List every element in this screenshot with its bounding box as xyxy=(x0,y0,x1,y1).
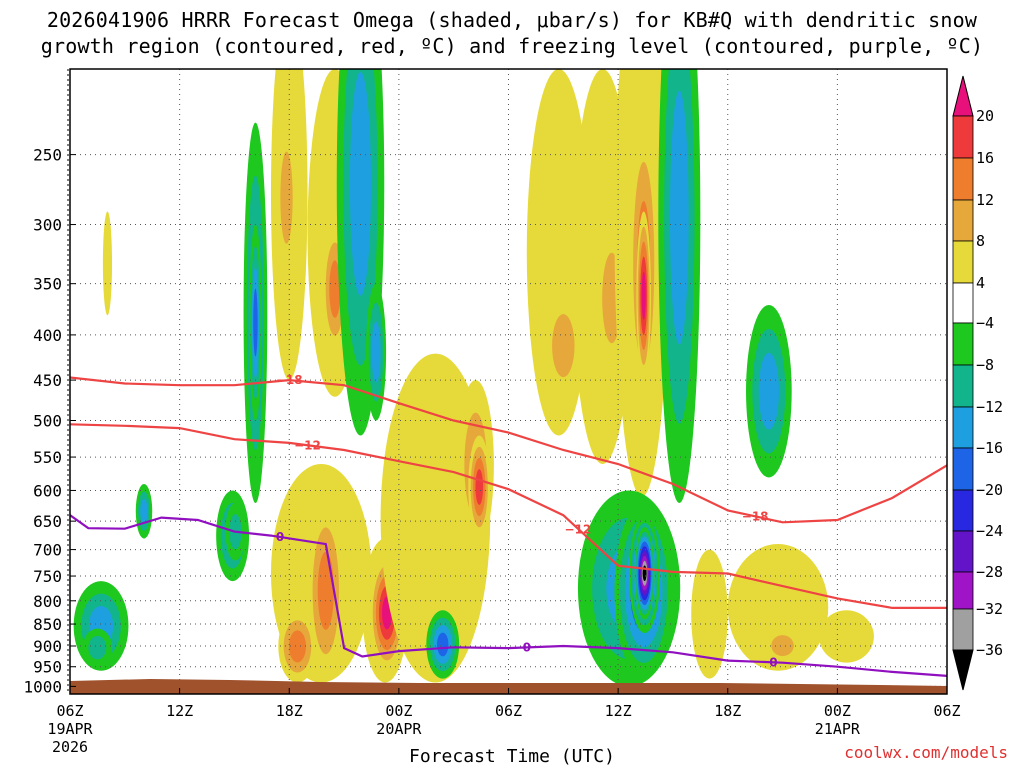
y-tick-label-300: 300 xyxy=(33,216,62,235)
omega-cell-29-level-4 xyxy=(641,271,646,320)
temperature-contours: −18 −18 −12 −12 0 0 0 xyxy=(70,373,947,677)
x-tick-label-24: 06Z xyxy=(495,702,522,720)
contour-label-6: 0 xyxy=(769,655,777,669)
omega-cell-11-level-2 xyxy=(329,260,341,318)
contour-line-1 xyxy=(70,423,947,609)
omega-cell-16-level-2 xyxy=(371,321,381,383)
colorbar-segment-6 xyxy=(952,364,974,408)
y-tick-label-650: 650 xyxy=(33,512,62,531)
omega-cell-13-level-2 xyxy=(288,630,306,663)
y-tick-label-350: 350 xyxy=(33,275,62,294)
omega-cell-3-level-0 xyxy=(102,211,113,316)
x-tick-label-6: 12Z xyxy=(166,702,193,720)
omega-cell-38-level-2 xyxy=(758,352,780,430)
contour-label-0: −18 xyxy=(276,373,303,387)
omega-cell-1-level-1 xyxy=(88,635,107,660)
x-axis-label: Forecast Time (UTC) xyxy=(409,746,615,767)
colorbar-tick-label-5: −4 xyxy=(976,314,994,332)
colorbar-segment-3 xyxy=(952,240,974,284)
y-tick-label-1000: 1000 xyxy=(23,677,62,696)
omega-cell-37-level-1 xyxy=(771,635,794,657)
y-tick-label-750: 750 xyxy=(33,567,62,586)
y-tick-label-250: 250 xyxy=(33,146,62,165)
colorbar-tick-label-3: 8 xyxy=(976,232,985,250)
contour-label-3: −12 xyxy=(565,522,592,536)
omega-cell-15-level-2 xyxy=(349,72,372,296)
colorbar-bottom-arrow xyxy=(952,649,974,691)
colorbar-segment-9 xyxy=(952,489,974,532)
omega-cell-21-level-3 xyxy=(475,469,484,505)
contour-line-0 xyxy=(70,376,947,524)
y-tick-label-850: 850 xyxy=(33,615,62,634)
colorbar-tick-label-9: −20 xyxy=(976,481,1003,499)
colorbar-tick-label-8: −16 xyxy=(976,439,1003,457)
contour-label-1: −18 xyxy=(742,509,769,523)
omega-cell-7-level-3 xyxy=(253,288,258,357)
y-tick-label-800: 800 xyxy=(33,592,62,611)
y-tick-label-950: 950 xyxy=(33,658,62,677)
y-tick-label-600: 600 xyxy=(33,481,62,500)
colorbar-tick-label-2: 12 xyxy=(976,191,994,209)
y-tick-label-400: 400 xyxy=(33,326,62,345)
x-tick-label-12: 18Z xyxy=(276,702,303,720)
x-tick-label-0: 06Z xyxy=(56,702,83,720)
colorbar-top-arrow xyxy=(952,75,974,117)
colorbar-tick-label-7: −12 xyxy=(976,398,1003,416)
x-tick-date-18: 20APR xyxy=(376,720,422,738)
y-tick-label-900: 900 xyxy=(33,637,62,656)
colorbar-tick-label-11: −28 xyxy=(976,563,1003,581)
colorbar-segment-8 xyxy=(952,447,974,491)
colorbar: 20 16 12 8 4 −4 −8 −12 −16 −20 −24 −28 −32 −36 xyxy=(952,75,1003,691)
colorbar-segment-7 xyxy=(952,406,974,449)
omega-cell-39-level-0 xyxy=(819,610,874,663)
contour-label-4: 0 xyxy=(276,530,284,544)
x-tick-label-36: 18Z xyxy=(714,702,741,720)
omega-cell-36-level-0 xyxy=(727,544,829,671)
colorbar-tick-label-0: 20 xyxy=(976,107,994,125)
y-tick-label-450: 450 xyxy=(33,371,62,390)
x-tick-label-18: 00Z xyxy=(385,702,412,720)
y-tick-label-550: 550 xyxy=(33,448,62,467)
colorbar-segment-2 xyxy=(952,199,974,242)
omega-shading xyxy=(73,69,874,687)
x-tick-date-42: 21APR xyxy=(815,720,861,738)
colorbar-segment-10 xyxy=(952,530,974,573)
colorbar-tick-label-1: 16 xyxy=(976,149,994,167)
omega-cell-2-level-2 xyxy=(140,499,148,524)
contour-label-5: 0 xyxy=(523,640,531,654)
x-tick-label-30: 12Z xyxy=(605,702,632,720)
colorbar-tick-label-6: −8 xyxy=(976,356,994,374)
omega-cell-22-level-3 xyxy=(437,632,449,657)
contour-line-2 xyxy=(70,514,947,677)
colorbar-tick-label-4: 4 xyxy=(976,274,985,292)
grid-lines xyxy=(70,69,947,694)
chart-title-line2: growth region (contoured, red, ºC) and f… xyxy=(40,34,984,58)
colorbar-segment-11 xyxy=(952,571,974,610)
credit-text: coolwx.com/models xyxy=(844,743,1008,762)
chart-title-line1: 2026041906 HRRR Forecast Omega (shaded, … xyxy=(46,8,978,32)
omega-cell-9-level-1 xyxy=(280,151,293,244)
x-tick-year-0: 2026 xyxy=(52,738,88,756)
omega-cell-24-level-1 xyxy=(552,314,575,378)
y-tick-label-500: 500 xyxy=(33,412,62,431)
contour-label-2: −12 xyxy=(294,438,321,452)
omega-cell-30-level-2 xyxy=(669,90,689,345)
x-tick-date-0: 19APR xyxy=(47,720,93,738)
colorbar-tick-label-12: −32 xyxy=(976,600,1003,618)
colorbar-segment-5 xyxy=(952,322,974,366)
y-tick-label-700: 700 xyxy=(33,541,62,560)
colorbar-segment-4 xyxy=(952,282,974,324)
omega-cell-14-level-2 xyxy=(317,551,334,630)
x-tick-label-48: 06Z xyxy=(933,702,960,720)
colorbar-segment-12 xyxy=(952,608,974,651)
colorbar-tick-label-10: −24 xyxy=(976,522,1003,540)
colorbar-tick-label-13: −36 xyxy=(976,641,1003,659)
x-tick-label-42: 00Z xyxy=(824,702,851,720)
colorbar-segment-0 xyxy=(952,115,974,159)
y-axis-ticks: 250 300 350 400 450 500 550 600 650 700 750 800 850 9… xyxy=(23,146,76,696)
colorbar-segment-1 xyxy=(952,157,974,201)
